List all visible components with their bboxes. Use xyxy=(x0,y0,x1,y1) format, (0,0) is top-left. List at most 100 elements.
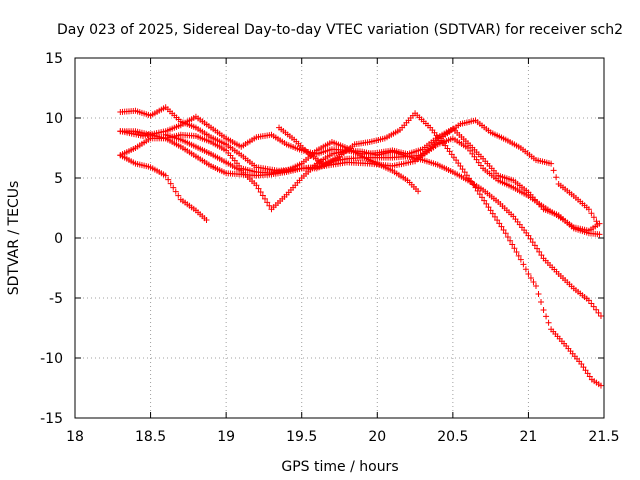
data-point xyxy=(459,166,466,173)
data-point xyxy=(584,370,591,377)
y-axis-ticks: -15 -10 -5 0 5 10 15 xyxy=(40,51,604,427)
series-s7 xyxy=(276,110,604,389)
y-tick-label: -5 xyxy=(49,291,63,307)
data-marks xyxy=(117,104,604,389)
data-point xyxy=(593,306,600,313)
x-tick-label: 18 xyxy=(66,429,84,445)
data-point xyxy=(578,361,585,367)
data-point xyxy=(540,307,547,313)
data-point xyxy=(489,210,496,217)
y-tick-label: 0 xyxy=(54,231,63,247)
data-point xyxy=(582,367,589,374)
data-point xyxy=(470,181,477,188)
data-point xyxy=(509,241,516,248)
data-point xyxy=(550,167,557,174)
data-point xyxy=(511,245,518,252)
y-tick-label: 15 xyxy=(45,51,63,67)
data-point xyxy=(500,226,507,233)
data-point xyxy=(515,252,522,259)
data-point xyxy=(463,172,470,179)
data-point xyxy=(485,204,492,211)
data-point xyxy=(534,245,541,252)
data-point xyxy=(538,252,545,259)
x-tick-label: 20 xyxy=(368,429,386,445)
data-point xyxy=(468,178,475,185)
data-point xyxy=(548,160,555,167)
x-tick-label: 19.5 xyxy=(286,429,317,445)
data-point xyxy=(596,220,603,227)
data-point xyxy=(527,275,534,281)
data-point xyxy=(255,185,262,192)
data-point xyxy=(203,217,210,223)
data-point xyxy=(167,180,174,187)
data-point xyxy=(597,382,604,389)
data-point xyxy=(593,218,600,225)
data-point xyxy=(253,182,260,189)
data-point xyxy=(585,206,592,213)
data-point xyxy=(597,313,604,319)
data-point xyxy=(479,194,486,201)
data-point xyxy=(543,313,550,320)
data-point xyxy=(522,266,529,273)
data-point xyxy=(481,197,488,204)
data-point xyxy=(513,249,520,256)
data-point xyxy=(525,271,532,277)
data-point xyxy=(530,279,537,285)
data-point xyxy=(585,297,592,304)
data-point xyxy=(472,184,479,191)
data-point xyxy=(162,172,169,179)
data-point xyxy=(507,237,514,244)
data-point xyxy=(520,261,527,268)
data-point xyxy=(545,319,552,326)
data-point xyxy=(474,187,481,194)
y-axis-label: SDTVAR / TECUs xyxy=(6,181,22,296)
data-point xyxy=(525,232,532,239)
data-point xyxy=(517,256,524,263)
data-point xyxy=(496,220,503,227)
data-point xyxy=(498,223,505,230)
data-point xyxy=(165,176,172,183)
data-point xyxy=(264,199,271,206)
x-tick-label: 19 xyxy=(217,429,235,445)
data-point xyxy=(553,174,560,181)
data-point xyxy=(415,188,422,195)
y-tick-label: 5 xyxy=(54,171,63,187)
data-point xyxy=(590,214,597,221)
data-point xyxy=(172,188,179,195)
data-point xyxy=(590,303,597,310)
data-point xyxy=(588,210,595,217)
data-point xyxy=(259,192,266,199)
data-point xyxy=(596,231,603,238)
x-axis-ticks: 18 18.5 19 19.5 20 20.5 21 21.5 xyxy=(66,58,620,445)
x-tick-label: 21.5 xyxy=(588,429,619,445)
data-point xyxy=(532,283,539,289)
data-point xyxy=(175,192,182,199)
y-tick-label: -10 xyxy=(40,351,63,367)
data-point xyxy=(476,191,483,198)
data-point xyxy=(483,200,490,207)
x-tick-label: 18.5 xyxy=(135,429,166,445)
data-point xyxy=(529,239,536,246)
data-point xyxy=(536,248,543,255)
data-point xyxy=(494,217,501,224)
data-point xyxy=(262,195,269,202)
data-point xyxy=(466,175,473,182)
data-point xyxy=(580,364,587,371)
data-point xyxy=(586,373,593,380)
data-point xyxy=(257,189,264,196)
data-point xyxy=(502,230,509,237)
data-point xyxy=(487,207,494,214)
data-point xyxy=(595,309,602,316)
x-tick-label: 20.5 xyxy=(437,429,468,445)
data-point xyxy=(588,300,595,307)
x-tick-label: 21 xyxy=(520,429,538,445)
series-s4 xyxy=(117,152,210,223)
data-point xyxy=(457,163,464,169)
data-point xyxy=(461,169,468,176)
chart-title: Day 023 of 2025, Sidereal Day-to-day VTE… xyxy=(57,22,623,38)
series-s6 xyxy=(162,125,603,238)
data-point xyxy=(504,233,511,240)
data-point xyxy=(527,235,534,242)
